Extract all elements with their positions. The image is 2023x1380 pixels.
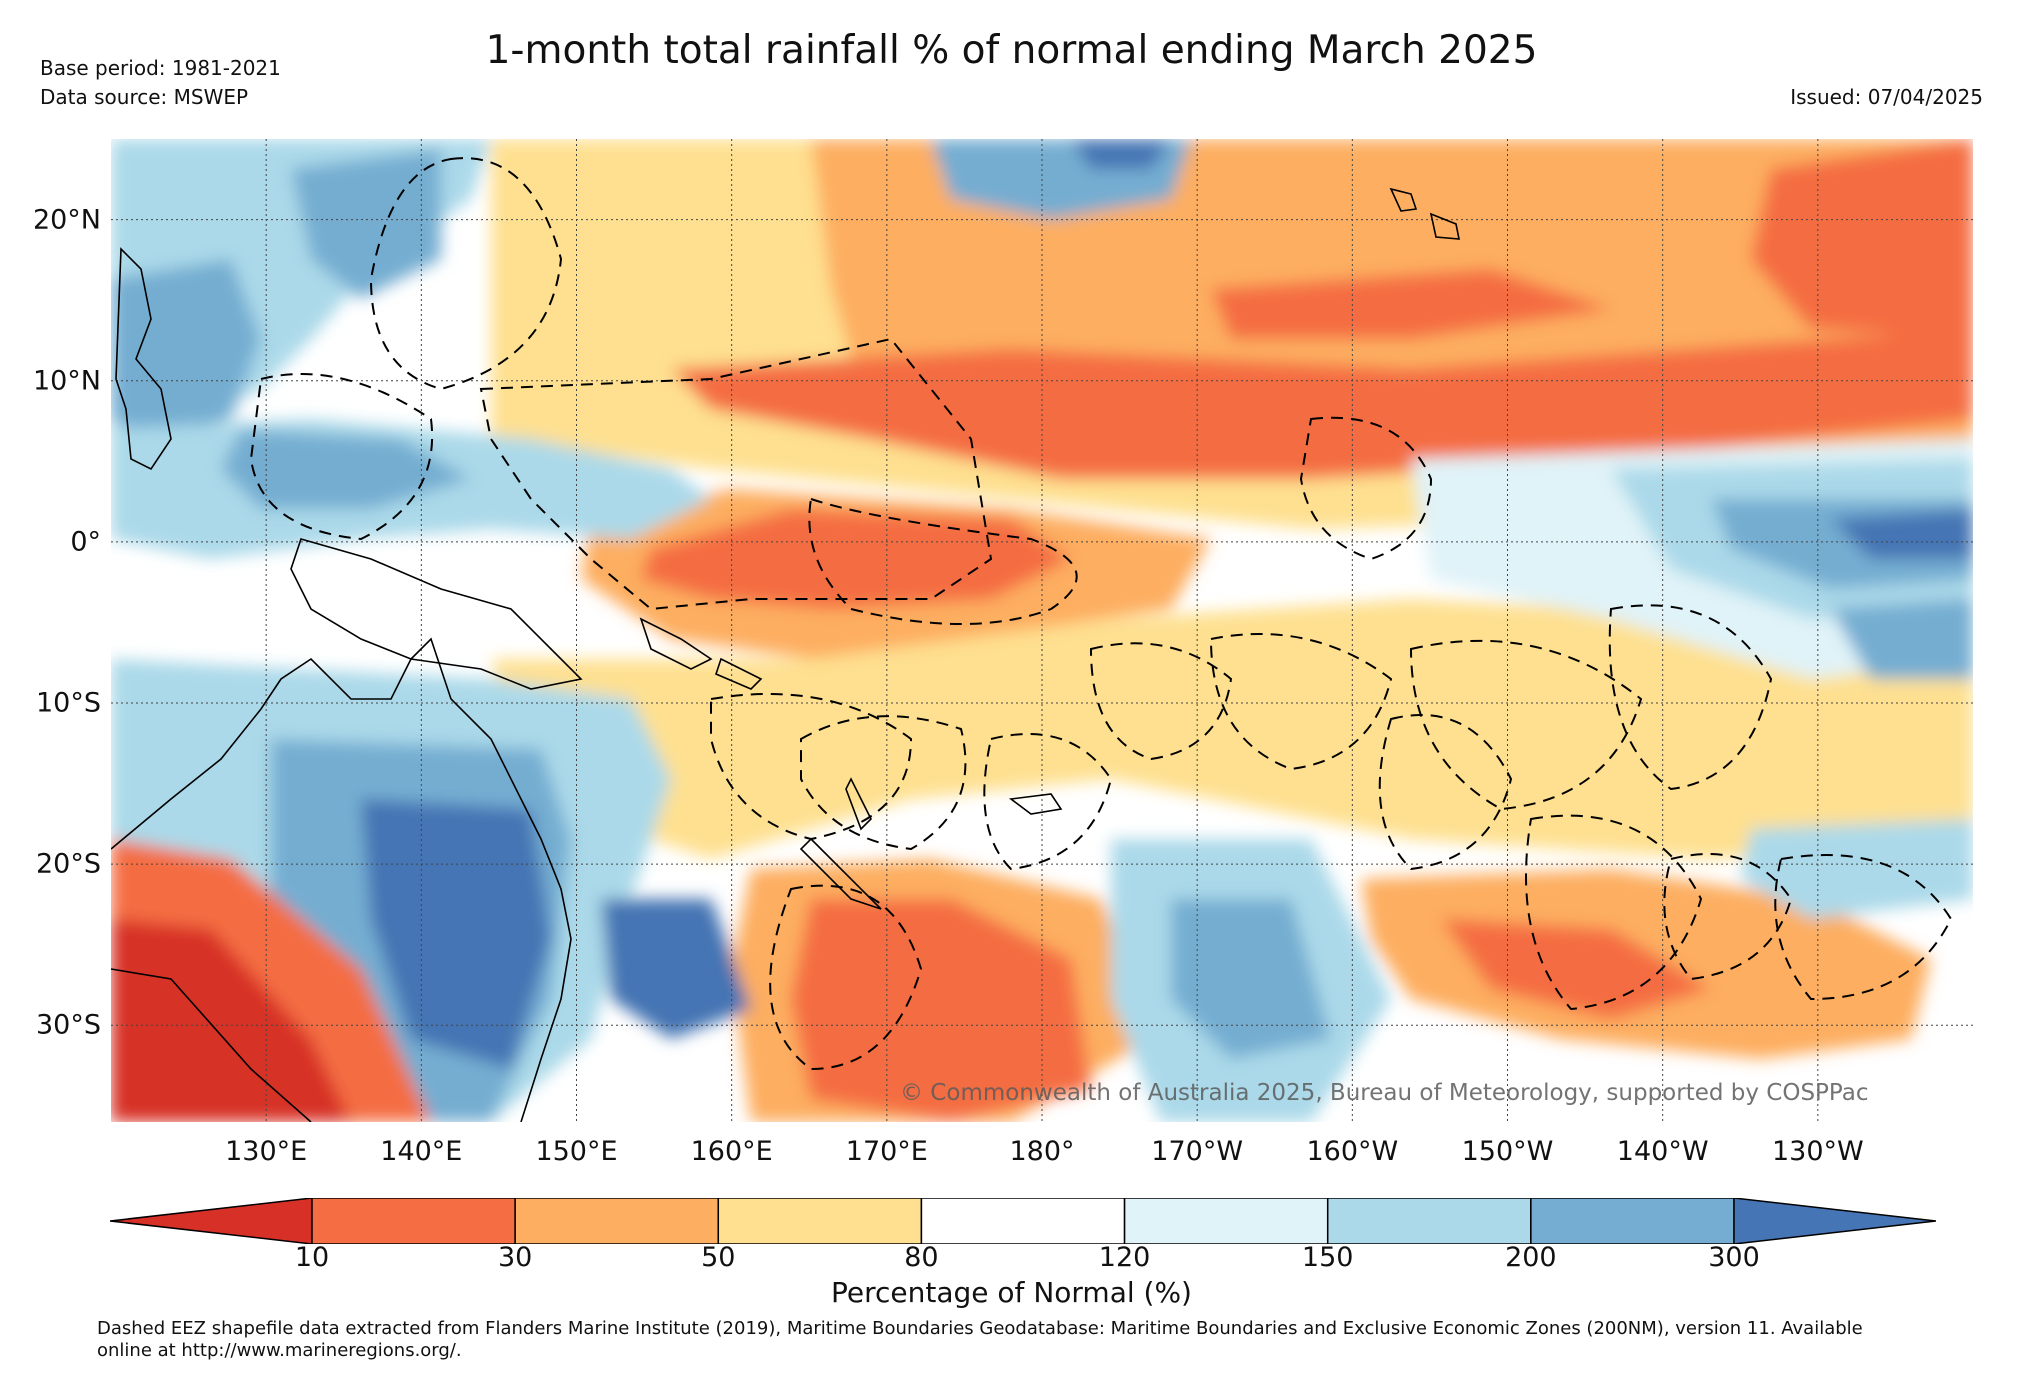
- colorbar: [110, 1198, 1936, 1244]
- base-period: Base period: 1981-2021: [40, 56, 281, 80]
- colorbar-tick-label: 150: [1301, 1242, 1354, 1273]
- lat-tick-label: 30°S: [36, 1009, 101, 1041]
- lon-tick-label: 180°: [1009, 1136, 1075, 1167]
- lon-tick-label: 170°W: [1151, 1136, 1244, 1167]
- colorbar-tick-label: 80: [904, 1242, 939, 1273]
- colorbar-segment: [311, 1198, 516, 1244]
- colorbar-tick-label: 10: [294, 1242, 330, 1273]
- colorbar-segment: [514, 1198, 720, 1244]
- lon-tick-label: 140°E: [380, 1136, 463, 1167]
- lon-tick-label: 140°W: [1616, 1136, 1709, 1167]
- colorbar-segment: [1123, 1198, 1329, 1244]
- colorbar-tick-label: 120: [1098, 1242, 1151, 1273]
- eez-boundaries: [249, 157, 1953, 1071]
- copyright-notice: © Commonwealth of Australia 2025, Bureau…: [900, 1080, 1869, 1106]
- colorbar-tick-label: 30: [497, 1242, 533, 1273]
- lon-tick-label: 130°E: [225, 1136, 308, 1167]
- coastlines: [111, 187, 1460, 1122]
- footer-line-1: Dashed EEZ shapefile data extracted from…: [97, 1318, 1863, 1339]
- rainfall-map: [111, 139, 1973, 1122]
- lat-tick-label: 0°: [70, 526, 101, 558]
- lat-tick-label: 20°S: [36, 848, 101, 880]
- lat-tick-label: 10°S: [36, 687, 101, 719]
- colorbar-segment: [1326, 1198, 1532, 1244]
- gridlines: [111, 139, 1973, 1122]
- colorbar-segment: [920, 1198, 1126, 1244]
- colorbar-tick-label: 50: [701, 1242, 736, 1273]
- colorbar-extend-low: [110, 1198, 313, 1244]
- colorbar-extend-high: [1733, 1198, 1936, 1244]
- map-title: 1-month total rainfall % of normal endin…: [485, 28, 1538, 73]
- colorbar-segment: [717, 1198, 923, 1244]
- colorbar-segment: [1530, 1198, 1735, 1244]
- lon-tick-label: 130°W: [1771, 1136, 1864, 1167]
- lon-tick-label: 160°W: [1306, 1136, 1399, 1167]
- lon-tick-label: 160°E: [690, 1136, 773, 1167]
- footer-line-2: online at http://www.marineregions.org/.: [97, 1340, 462, 1361]
- lon-tick-label: 150°E: [535, 1136, 618, 1167]
- data-source: Data source: MSWEP: [40, 85, 249, 109]
- colorbar-tick-label: 200: [1505, 1242, 1557, 1273]
- footer-credit: Dashed EEZ shapefile data extracted from…: [97, 1318, 1997, 1362]
- rainfall-field: [111, 139, 1973, 1122]
- lat-tick-label: 20°N: [32, 204, 101, 236]
- lat-tick-label: 10°N: [32, 365, 101, 397]
- colorbar-title: Percentage of Normal (%): [831, 1276, 1192, 1309]
- lon-tick-label: 170°E: [845, 1136, 928, 1167]
- issued-date: Issued: 07/04/2025: [1790, 85, 1983, 109]
- colorbar-tick-label: 300: [1708, 1242, 1760, 1273]
- lon-tick-label: 150°W: [1461, 1136, 1554, 1167]
